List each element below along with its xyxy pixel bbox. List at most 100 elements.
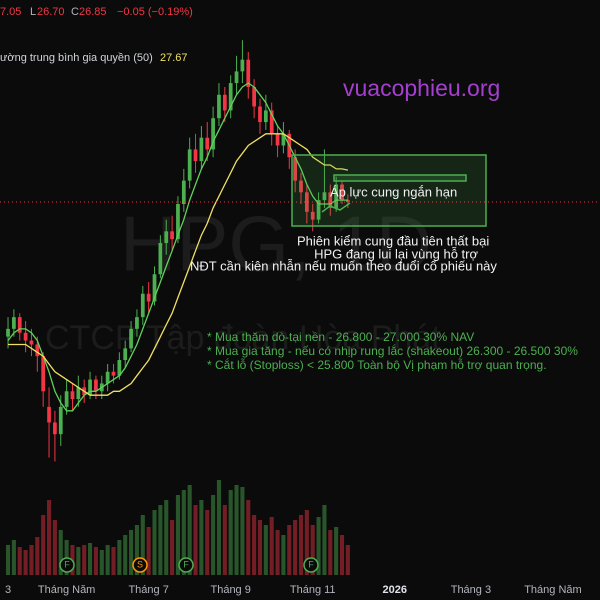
volume-bar: [111, 547, 116, 575]
candle-body: [47, 406, 51, 423]
volume-bar: [58, 530, 63, 575]
volume-bar: [322, 505, 327, 575]
candle-body: [269, 110, 274, 134]
volume-bar: [134, 525, 139, 575]
candle-body: [129, 328, 133, 349]
candle-body: [240, 59, 245, 72]
candle-body: [234, 71, 239, 84]
event-circle: [303, 557, 319, 573]
x-tick-label: Tháng 9: [210, 584, 250, 596]
volume-bar: [228, 490, 233, 575]
candle-body: [246, 59, 251, 87]
candle-body: [181, 180, 186, 205]
candle-body: [322, 192, 327, 201]
volume-bar: [123, 535, 128, 575]
volume-bar: [246, 500, 251, 575]
candle-body: [88, 379, 92, 396]
volume-bar: [164, 500, 169, 575]
plan-line: * Mua gia tăng - nếu có nhịp rung lắc (s…: [207, 343, 578, 358]
volume-bar: [23, 550, 28, 575]
volume-bar: [316, 517, 321, 575]
ohlc-item: L: [30, 6, 36, 18]
ohlc-item: 26.70: [37, 6, 65, 18]
volume-bar: [158, 505, 163, 575]
plan-line: * Mua thăm dò-tại nền - 26.800 - 27.000 …: [207, 330, 474, 344]
moving-average: [8, 133, 349, 396]
event-label: S: [137, 559, 143, 569]
volume-bar: [240, 487, 245, 575]
candle-body: [70, 391, 75, 400]
x-tick-label: Tháng 11: [290, 584, 336, 596]
annotation: NĐT cần kiên nhẫn nếu muốn theo đuổi cổ …: [190, 258, 497, 273]
volume-bar: [252, 515, 257, 575]
candle-body: [187, 149, 192, 181]
x-tick-label: Tháng Năm: [38, 584, 95, 596]
candle-body: [228, 83, 233, 111]
candle-body: [76, 387, 81, 400]
candle-body: [117, 360, 122, 376]
candle-body: [94, 379, 98, 392]
candle-body: [263, 110, 268, 123]
volume-bar: [205, 510, 210, 575]
volume-bar: [170, 520, 175, 575]
x-tick-label: 2026: [383, 584, 407, 596]
event-marker[interactable]: F: [303, 557, 319, 573]
candle-body: [211, 118, 215, 150]
volume-bar: [222, 505, 227, 575]
volume-bar: [334, 527, 339, 575]
candle-body: [217, 94, 221, 119]
annotation: Phiên kiểm cung đầu tiên thất bại: [297, 233, 489, 248]
candle-body: [6, 328, 10, 337]
volume-bar: [187, 485, 192, 575]
event-marker[interactable]: S: [132, 557, 148, 573]
volume-bar: [46, 500, 52, 575]
volume-bar: [310, 525, 315, 575]
x-tick-label: Tháng Năm: [524, 584, 581, 596]
candle-body: [140, 293, 145, 318]
candle-body: [152, 274, 157, 302]
site-watermark: vuacophieu.org: [343, 75, 500, 101]
candle-body: [334, 184, 339, 208]
candle-body: [258, 106, 262, 123]
candle-body: [164, 231, 169, 244]
candle-body: [316, 200, 321, 220]
moving-average: [7, 82, 348, 412]
volume-bar: [105, 545, 110, 575]
candle-body: [205, 137, 210, 150]
volume-bar: [193, 505, 198, 575]
candle-body: [340, 184, 344, 201]
annotation: HPG đang lui lại vùng hỗ trợ: [314, 246, 478, 261]
volume-bar: [129, 530, 134, 575]
candle-body: [12, 317, 16, 329]
plan-line: * Cắt lỗ (Stoploss) < 25.800 Toàn bộ Vị …: [207, 357, 547, 372]
event-circle: [178, 557, 194, 573]
candle-body: [23, 332, 28, 341]
event-label: F: [64, 559, 70, 569]
plot: [5, 40, 350, 575]
ohlc-item: −0.05 (−0.19%): [117, 6, 193, 18]
event-label: F: [308, 559, 314, 569]
volume-bar: [181, 490, 186, 575]
volume-bar: [298, 515, 304, 575]
candle-body: [222, 94, 227, 111]
volume-bar: [35, 537, 40, 575]
volume-bar: [17, 547, 22, 575]
candle-body: [41, 356, 46, 392]
annotation: Áp lực cung ngắn hạn: [330, 184, 457, 199]
volume-bar: [199, 500, 204, 575]
event-marker[interactable]: F: [59, 557, 75, 573]
watermark: CTCP Tập đoàn Hòa Phát: [45, 319, 441, 357]
candle-body: [304, 192, 309, 212]
candle-body: [293, 157, 298, 181]
event-marker[interactable]: F: [178, 557, 194, 573]
ohlc-item: 7.05: [0, 6, 21, 18]
ohlc-header: 7.05 L 26.70 C 26.85 −0.05 (−0.19%): [0, 6, 193, 18]
candle-body: [29, 340, 34, 345]
volume-bar: [234, 485, 239, 575]
candle-body: [58, 406, 63, 435]
volume-bar: [304, 510, 309, 575]
volume-bar: [88, 543, 93, 575]
indicator-value: 27.67: [160, 52, 188, 64]
support-zone: [291, 154, 487, 227]
candle-body: [345, 200, 350, 203]
